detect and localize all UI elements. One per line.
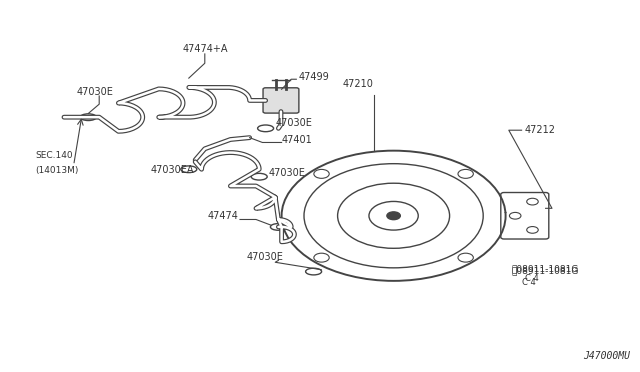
Text: C 4: C 4 <box>525 274 538 283</box>
Text: 47212: 47212 <box>525 125 556 135</box>
Text: 47474: 47474 <box>208 211 239 221</box>
Text: 47030E: 47030E <box>246 252 284 262</box>
Text: 47401: 47401 <box>282 135 312 145</box>
Text: 47499: 47499 <box>299 72 330 82</box>
Text: SEC.140: SEC.140 <box>35 151 73 160</box>
Text: (14013M): (14013M) <box>35 166 79 175</box>
Text: 47030E: 47030E <box>275 118 312 128</box>
Circle shape <box>387 212 401 220</box>
Text: 47210: 47210 <box>342 79 373 89</box>
Text: Ⓝ08911-1081G: Ⓝ08911-1081G <box>512 264 579 273</box>
Text: 47030E: 47030E <box>77 87 114 97</box>
Text: J47000MU: J47000MU <box>584 351 630 361</box>
Text: 47030EA: 47030EA <box>150 165 194 175</box>
Text: 47030E: 47030E <box>269 167 306 177</box>
Text: Ⓝ08911-1081G: Ⓝ08911-1081G <box>512 266 579 275</box>
Text: 47474+A: 47474+A <box>182 44 228 54</box>
Text: C 4: C 4 <box>522 278 535 286</box>
FancyBboxPatch shape <box>263 88 299 113</box>
